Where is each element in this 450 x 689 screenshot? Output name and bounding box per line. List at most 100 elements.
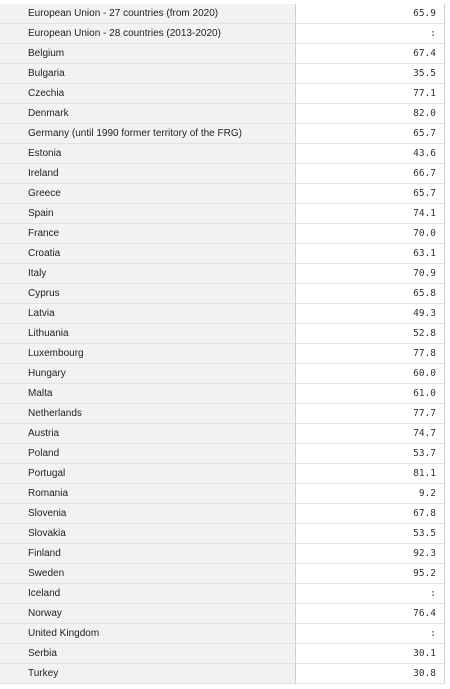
row-label: Norway [0, 604, 296, 624]
table-row: Finland 92.3 [0, 544, 450, 564]
table-row: Serbia 30.1 [0, 644, 450, 664]
row-label: Cyprus [0, 284, 296, 304]
row-value: 76.4 [296, 604, 445, 624]
table-row: Estonia 43.6 [0, 144, 450, 164]
row-value: 35.5 [296, 64, 445, 84]
row-label: Lithuania [0, 324, 296, 344]
table-row: Cyprus 65.8 [0, 284, 450, 304]
row-label: Finland [0, 544, 296, 564]
row-value: 81.1 [296, 464, 445, 484]
row-value: 74.1 [296, 204, 445, 224]
row-value: 77.7 [296, 404, 445, 424]
row-label: Slovakia [0, 524, 296, 544]
table-row: Iceland: [0, 584, 450, 604]
table-row: Latvia 49.3 [0, 304, 450, 324]
row-label: Croatia [0, 244, 296, 264]
table-row: Lithuania 52.8 [0, 324, 450, 344]
row-value: 53.7 [296, 444, 445, 464]
row-value: 66.7 [296, 164, 445, 184]
row-value: 43.6 [296, 144, 445, 164]
table-row: Portugal 81.1 [0, 464, 450, 484]
row-label: Spain [0, 204, 296, 224]
table-row: Czechia 77.1 [0, 84, 450, 104]
table-row: Turkey 30.8 [0, 664, 450, 684]
row-label: Serbia [0, 644, 296, 664]
row-value: 65.9 [296, 4, 445, 24]
table-row: Poland 53.7 [0, 444, 450, 464]
row-label: Romania [0, 484, 296, 504]
row-value: 70.9 [296, 264, 445, 284]
table-row: Bulgaria 35.5 [0, 64, 450, 84]
table-row: Denmark 82.0 [0, 104, 450, 124]
row-label: Latvia [0, 304, 296, 324]
row-value: 65.7 [296, 184, 445, 204]
table-row: Spain 74.1 [0, 204, 450, 224]
row-value: 95.2 [296, 564, 445, 584]
table-row: European Union - 28 countries (2013-2020… [0, 24, 450, 44]
table-row: Hungary 60.0 [0, 364, 450, 384]
row-value: : [296, 24, 445, 44]
table-row: Ireland 66.7 [0, 164, 450, 184]
row-label: European Union - 28 countries (2013-2020… [0, 24, 296, 44]
table-row: Romania 9.2 [0, 484, 450, 504]
row-label: Portugal [0, 464, 296, 484]
row-label: Netherlands [0, 404, 296, 424]
row-value: 53.5 [296, 524, 445, 544]
table-row: Malta 61.0 [0, 384, 450, 404]
table-row: European Union - 27 countries (from 2020… [0, 4, 450, 24]
row-value: 70.0 [296, 224, 445, 244]
row-value: 82.0 [296, 104, 445, 124]
row-value: 67.8 [296, 504, 445, 524]
row-value: 65.8 [296, 284, 445, 304]
row-value: 92.3 [296, 544, 445, 564]
row-value: 49.3 [296, 304, 445, 324]
row-value: 30.1 [296, 644, 445, 664]
row-label: Greece [0, 184, 296, 204]
table-row: Croatia 63.1 [0, 244, 450, 264]
row-value: 9.2 [296, 484, 445, 504]
table-row: Slovakia 53.5 [0, 524, 450, 544]
row-label: Denmark [0, 104, 296, 124]
row-label: European Union - 27 countries (from 2020… [0, 4, 296, 24]
row-label: France [0, 224, 296, 244]
row-value: 77.8 [296, 344, 445, 364]
table-row: United Kingdom: [0, 624, 450, 644]
row-label: Malta [0, 384, 296, 404]
row-value: 67.4 [296, 44, 445, 64]
row-label: Ireland [0, 164, 296, 184]
table-row: Slovenia 67.8 [0, 504, 450, 524]
row-value: 52.8 [296, 324, 445, 344]
row-label: Poland [0, 444, 296, 464]
row-value: 30.8 [296, 664, 445, 684]
table-row: Italy 70.9 [0, 264, 450, 284]
row-label: Bulgaria [0, 64, 296, 84]
row-label: Germany (until 1990 former territory of … [0, 124, 296, 144]
row-value: : [296, 584, 445, 604]
table-row: France 70.0 [0, 224, 450, 244]
row-value: : [296, 624, 445, 644]
row-label: Sweden [0, 564, 296, 584]
row-value: 63.1 [296, 244, 445, 264]
row-label: Iceland [0, 584, 296, 604]
table-row: Sweden 95.2 [0, 564, 450, 584]
table-row: Germany (until 1990 former territory of … [0, 124, 450, 144]
row-label: Luxembourg [0, 344, 296, 364]
table-row: Luxembourg 77.8 [0, 344, 450, 364]
data-table: European Union - 27 countries (from 2020… [0, 4, 450, 684]
table-row: Belgium 67.4 [0, 44, 450, 64]
row-label: Belgium [0, 44, 296, 64]
table-row: Greece 65.7 [0, 184, 450, 204]
row-value: 61.0 [296, 384, 445, 404]
table-row: Norway 76.4 [0, 604, 450, 624]
row-label: Slovenia [0, 504, 296, 524]
row-value: 65.7 [296, 124, 445, 144]
row-value: 60.0 [296, 364, 445, 384]
row-label: Austria [0, 424, 296, 444]
row-label: Turkey [0, 664, 296, 684]
table-row: Netherlands 77.7 [0, 404, 450, 424]
row-label: Estonia [0, 144, 296, 164]
row-value: 74.7 [296, 424, 445, 444]
row-label: Hungary [0, 364, 296, 384]
row-label: Czechia [0, 84, 296, 104]
row-value: 77.1 [296, 84, 445, 104]
